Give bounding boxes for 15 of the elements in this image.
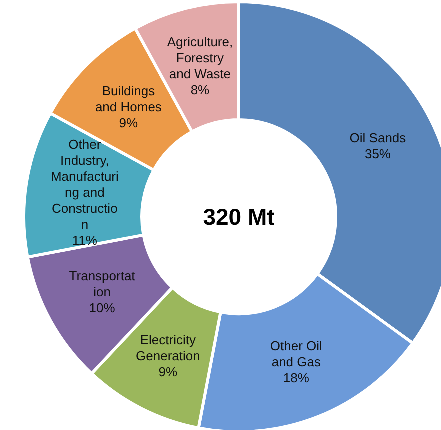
slice-label: Electricity Generation: [136, 332, 200, 364]
slice-label: Buildings and Homes: [95, 83, 162, 114]
data-label: 8%: [190, 82, 210, 98]
slice-label: Transportation: [69, 268, 136, 300]
slice-label: Other Oil and Gas: [270, 338, 323, 370]
slice-label: Oil Sands: [350, 130, 407, 146]
data-label: 9%: [158, 364, 178, 380]
text: 320 Mt: [203, 204, 276, 230]
data-label: 18%: [283, 370, 310, 386]
data-label: 10%: [89, 300, 116, 316]
slice-label: Other Industry, Manufacturing and Construction: [50, 137, 119, 232]
data-label: 35%: [364, 146, 392, 162]
data-label: 9%: [119, 115, 139, 130]
data-label: 11%: [72, 233, 98, 248]
slice-label: Agriculture, Forestry and Waste: [167, 34, 234, 82]
